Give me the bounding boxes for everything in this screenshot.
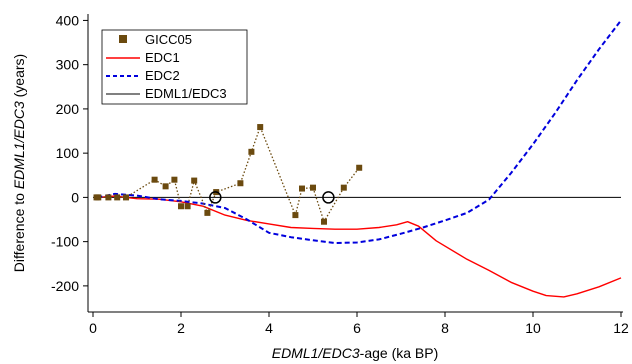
series-gicc05-point xyxy=(171,176,178,183)
x-tick-label: 12 xyxy=(613,320,629,336)
series-gicc05-point xyxy=(105,194,112,201)
legend: GICC05 EDC1 EDC2 EDML1/EDC3 xyxy=(101,29,248,105)
series-gicc05-point xyxy=(95,194,102,201)
x-tick-label: 6 xyxy=(353,320,361,336)
series-gicc05-point xyxy=(123,194,129,201)
y-tick-label: -200 xyxy=(51,278,79,294)
series-gicc05-point xyxy=(204,209,211,216)
y-tick-label: -100 xyxy=(51,234,79,250)
open-circle-marker xyxy=(322,191,335,204)
series-edc2-line xyxy=(97,19,622,244)
legend-label-gicc05: GICC05 xyxy=(145,32,192,47)
x-ticks: 0 2 4 6 8 10 12 xyxy=(89,312,629,336)
series-edc1-line xyxy=(97,195,622,298)
legend-label-edc2: EDC2 xyxy=(145,68,180,83)
series-gicc05-point xyxy=(162,183,169,190)
series-gicc05-point xyxy=(257,124,264,131)
x-tick-label: 8 xyxy=(441,320,449,336)
series-gicc05-point xyxy=(184,203,191,210)
x-tick-label: 0 xyxy=(89,320,97,336)
series-gicc05-point xyxy=(237,180,244,187)
series-gicc05-point xyxy=(151,176,158,183)
series-gicc05-point xyxy=(114,194,121,201)
x-tick-label: 10 xyxy=(525,320,541,336)
series-gicc05-point xyxy=(321,218,327,225)
series-gicc05-point xyxy=(356,164,363,171)
open-circle-marker xyxy=(209,191,222,204)
x-tick-label: 2 xyxy=(177,320,185,336)
chart-axes xyxy=(87,14,623,313)
series-gicc05-line xyxy=(96,126,360,223)
series-gicc05-point xyxy=(191,177,198,184)
y-axis-label: Difference to EDML1/EDC3 (years) xyxy=(11,54,27,272)
series-gicc05-point xyxy=(340,184,347,191)
series-gicc05-point xyxy=(248,148,255,155)
series-gicc05-point xyxy=(310,184,316,191)
plot-area xyxy=(93,19,622,298)
x-axis-label: EDML1/EDC3-age (ka BP) xyxy=(272,345,439,361)
y-tick-label: 100 xyxy=(56,145,80,161)
series-gicc05-point xyxy=(292,212,299,219)
series-gicc05-point xyxy=(178,203,184,210)
y-tick-label: 300 xyxy=(56,57,80,73)
y-tick-label: 200 xyxy=(56,101,80,117)
y-tick-label: 0 xyxy=(71,189,79,205)
legend-label-edml1-edc3: EDML1/EDC3 xyxy=(145,86,227,101)
legend-marker-gicc05 xyxy=(119,35,127,43)
y-tick-label: 400 xyxy=(56,12,80,28)
legend-label-edc1: EDC1 xyxy=(145,50,180,65)
x-tick-label: 4 xyxy=(265,320,273,336)
y-ticks: -200 -100 0 100 200 300 400 xyxy=(51,12,88,294)
series-gicc05-point xyxy=(299,185,305,192)
